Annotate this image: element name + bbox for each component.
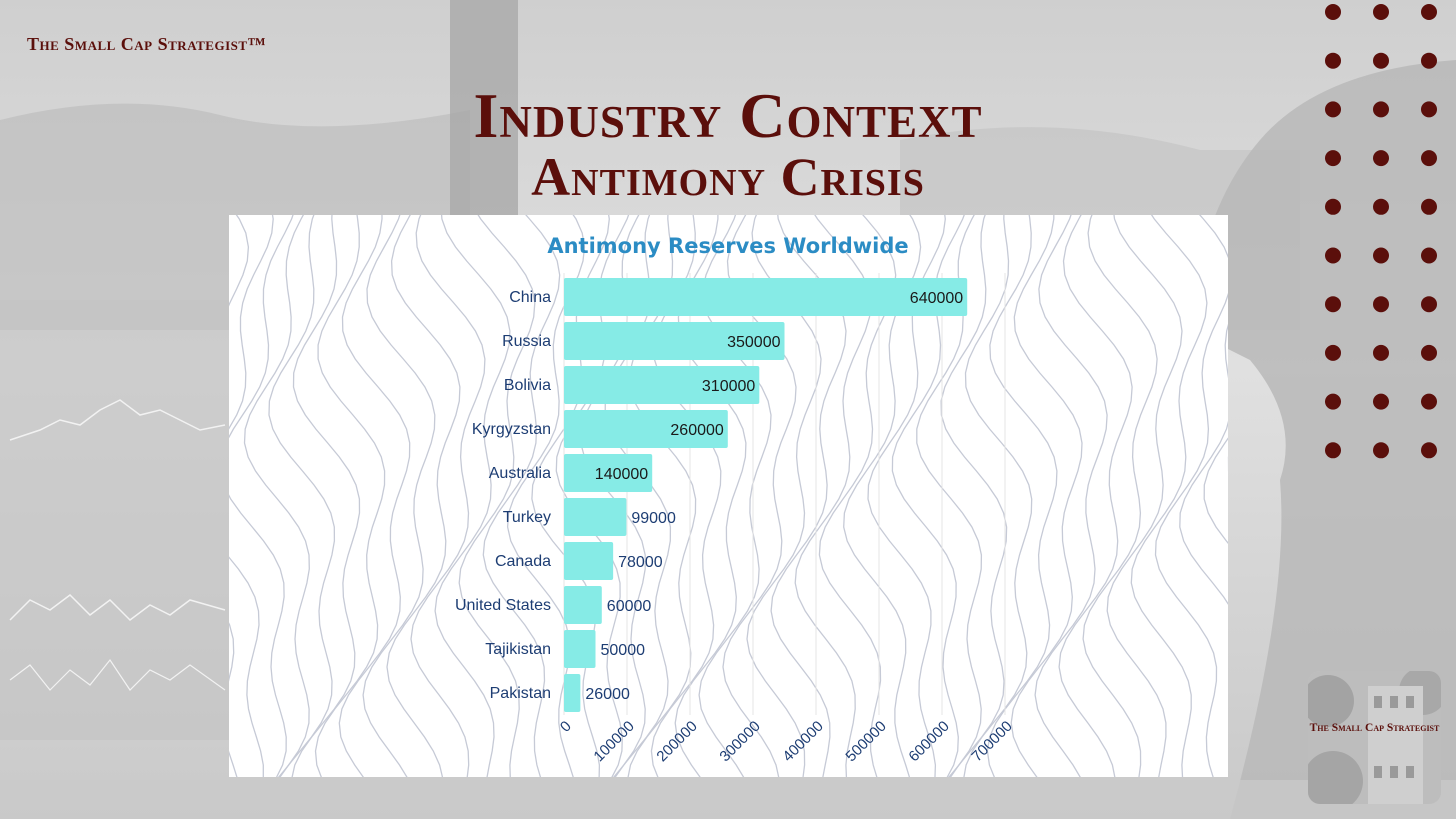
decor-dot bbox=[1373, 393, 1389, 410]
chart-panel: Antimony Reserves Worldwide China 640000 Ru… bbox=[229, 215, 1228, 777]
chart-title: Antimony Reserves Worldwide bbox=[547, 234, 908, 258]
category-label: Pakistan bbox=[490, 685, 551, 702]
decor-dot bbox=[1325, 442, 1341, 459]
bar bbox=[564, 410, 728, 448]
page-subtitle: Antimony Crisis bbox=[531, 147, 925, 207]
bar bbox=[564, 278, 968, 316]
category-label: Canada bbox=[495, 553, 551, 570]
bar bbox=[564, 366, 760, 404]
category-label: Bolivia bbox=[504, 377, 551, 394]
data-label: 140000 bbox=[595, 466, 648, 483]
decor-dot bbox=[1325, 247, 1341, 264]
logo-building-image bbox=[1308, 671, 1441, 804]
decorative-dots bbox=[1325, 4, 1437, 459]
decor-dot bbox=[1325, 52, 1341, 69]
decor-dot bbox=[1421, 101, 1437, 118]
data-label: 60000 bbox=[607, 598, 652, 615]
decor-dot bbox=[1373, 247, 1389, 264]
x-tick-label: 600000 bbox=[905, 718, 952, 765]
category-label: Tajikistan bbox=[485, 641, 551, 658]
bar bbox=[564, 454, 653, 492]
decor-dot bbox=[1325, 296, 1341, 313]
data-label: 99000 bbox=[631, 510, 676, 527]
data-label: 26000 bbox=[585, 686, 630, 703]
decor-dot bbox=[1421, 393, 1437, 410]
decor-dot bbox=[1421, 4, 1437, 20]
decor-dot bbox=[1421, 198, 1437, 215]
decor-dot bbox=[1421, 150, 1437, 167]
decor-dot bbox=[1421, 344, 1437, 361]
brand-wordmark: The Small Cap Strategist™ bbox=[27, 34, 267, 54]
topographic-pattern bbox=[229, 215, 1228, 777]
x-tick-label: 300000 bbox=[716, 718, 763, 765]
x-tick-label: 100000 bbox=[590, 718, 637, 765]
brand-logo: The Small Cap Strategist bbox=[1308, 671, 1441, 804]
decor-dot bbox=[1421, 247, 1437, 264]
decor-dot bbox=[1373, 52, 1389, 69]
category-label: Turkey bbox=[503, 509, 551, 526]
decor-dot bbox=[1373, 101, 1389, 118]
decor-dot bbox=[1325, 393, 1341, 410]
data-label: 640000 bbox=[910, 290, 963, 307]
data-label: 350000 bbox=[727, 334, 780, 351]
data-label: 50000 bbox=[601, 642, 646, 659]
data-label: 260000 bbox=[670, 422, 723, 439]
category-label: Kyrgyzstan bbox=[472, 421, 551, 438]
decor-dot bbox=[1373, 198, 1389, 215]
bar-chart: Antimony Reserves Worldwide China 640000 Ru… bbox=[229, 215, 1228, 777]
decor-dot bbox=[1373, 150, 1389, 167]
decor-dot bbox=[1325, 198, 1341, 215]
decor-dot bbox=[1325, 4, 1341, 20]
decor-dot bbox=[1373, 442, 1389, 459]
data-label: 78000 bbox=[618, 554, 663, 571]
category-label: Australia bbox=[489, 465, 551, 482]
decor-dot bbox=[1373, 344, 1389, 361]
decor-dot bbox=[1325, 150, 1341, 167]
bar bbox=[564, 674, 581, 712]
bar bbox=[564, 498, 627, 536]
bar bbox=[564, 630, 596, 668]
page-title: Industry Context bbox=[473, 80, 983, 151]
decor-dot bbox=[1421, 296, 1437, 313]
decor-dot bbox=[1325, 101, 1341, 118]
decor-dot bbox=[1373, 296, 1389, 313]
category-label: Russia bbox=[502, 333, 551, 350]
decor-dot bbox=[1421, 442, 1437, 459]
logo-text: The Small Cap Strategist bbox=[1309, 722, 1440, 734]
category-label: China bbox=[509, 289, 551, 306]
decor-dot bbox=[1421, 52, 1437, 69]
decor-dot bbox=[1373, 4, 1389, 20]
bar bbox=[564, 586, 602, 624]
bar bbox=[564, 542, 614, 580]
x-tick-label: 200000 bbox=[653, 718, 700, 765]
decor-dot bbox=[1325, 344, 1341, 361]
data-label: 310000 bbox=[702, 378, 755, 395]
bar bbox=[564, 322, 785, 360]
x-tick-label: 400000 bbox=[779, 718, 826, 765]
category-label: United States bbox=[455, 597, 551, 614]
